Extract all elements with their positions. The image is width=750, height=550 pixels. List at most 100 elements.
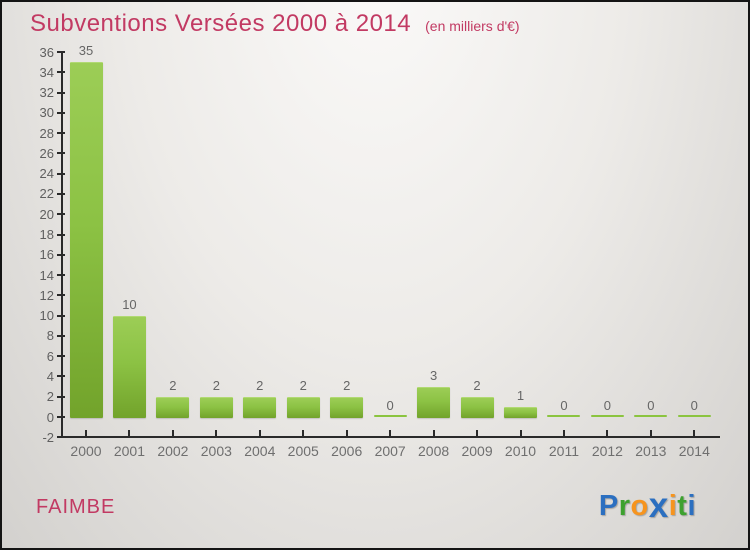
x-axis-tick-label: 2012 — [591, 443, 623, 460]
x-axis-tick-label: 2007 — [374, 443, 406, 460]
y-axis-tick-label: 12 — [39, 287, 54, 303]
y-axis-tick-label: 14 — [39, 267, 54, 283]
y-axis-tick — [57, 253, 65, 256]
x-axis-tick — [85, 430, 87, 438]
x-axis-tick-label: 2006 — [331, 443, 363, 460]
bar-value-label: 2 — [169, 377, 177, 393]
y-axis-tick-label: 18 — [39, 227, 54, 242]
bar-value-label: 10 — [122, 296, 137, 312]
y-axis-tick-label: 8 — [46, 328, 54, 344]
y-axis-tick-label: 28 — [39, 125, 54, 141]
x-axis-tick-label: 2002 — [157, 443, 189, 460]
x-axis-tick — [171, 430, 174, 438]
x-axis-tick — [345, 430, 348, 438]
y-axis-tick — [57, 132, 65, 135]
y-axis-tick-label: 24 — [39, 166, 54, 182]
y-axis-tick — [57, 416, 65, 418]
y-axis-tick-label: 30 — [39, 105, 54, 121]
x-axis-tick — [432, 430, 435, 438]
y-axis-tick — [57, 192, 65, 195]
y-axis-tick-label: 22 — [39, 186, 54, 202]
x-axis-tick — [519, 430, 522, 438]
bar — [156, 396, 190, 418]
logo-letter: i — [668, 490, 678, 522]
bar — [69, 62, 103, 418]
bar — [286, 396, 320, 418]
bar — [677, 414, 711, 417]
bar-value-label: 2 — [212, 377, 220, 393]
y-axis-tick — [57, 233, 65, 236]
bar-value-label: 3 — [429, 367, 438, 383]
y-axis-tick-label: 36 — [39, 44, 54, 60]
x-axis-tick — [606, 430, 609, 438]
x-axis-tick-label: 2011 — [548, 443, 579, 460]
logo-letter: o — [630, 490, 649, 522]
x-axis-tick — [258, 430, 261, 438]
bar — [547, 414, 581, 417]
bar — [243, 396, 277, 418]
y-axis-tick-label: -2 — [42, 429, 54, 445]
y-axis-line — [61, 52, 63, 438]
bar-value-label: 0 — [386, 398, 394, 413]
bar — [373, 414, 407, 417]
x-axis-tick-label: 2000 — [70, 443, 102, 460]
chart-title: Subventions Versées 2000 à 2014 — [30, 10, 412, 37]
y-axis-tick-label: 26 — [39, 145, 54, 161]
y-axis-tick-label: 6 — [46, 348, 54, 364]
x-axis-tick-label: 2005 — [287, 443, 319, 460]
y-axis-tick-label: 16 — [39, 247, 54, 263]
x-axis-tick — [476, 430, 479, 438]
bar — [199, 396, 233, 418]
y-axis-tick-label: 4 — [46, 368, 54, 384]
bar-value-label: 0 — [647, 398, 655, 413]
y-axis-tick — [57, 152, 65, 155]
bar — [330, 396, 364, 418]
y-axis-tick-label: 34 — [39, 64, 54, 80]
y-axis-tick-label: 2 — [46, 389, 54, 405]
y-axis-tick — [57, 274, 65, 277]
y-axis-tick — [57, 375, 65, 378]
y-axis-tick — [57, 172, 65, 175]
bar-value-label: 2 — [299, 377, 307, 393]
x-axis-line — [59, 436, 720, 439]
bar — [504, 406, 537, 418]
x-axis-tick-label: 2010 — [504, 443, 537, 460]
x-axis-tick-label: 2003 — [200, 443, 232, 460]
title-row: Subventions Versées 2000 à 2014 (en mill… — [30, 10, 520, 38]
y-axis-tick — [57, 51, 65, 53]
x-axis-tick-label: 2014 — [678, 443, 710, 460]
y-axis-tick-label: 20 — [39, 206, 54, 222]
logo-letter: i — [687, 490, 696, 522]
x-axis-tick — [649, 430, 652, 438]
y-axis-tick — [57, 91, 65, 94]
x-axis-tick — [302, 430, 305, 438]
y-axis-tick — [57, 294, 65, 297]
y-axis-tick-label: 0 — [46, 409, 54, 425]
x-axis-tick-label: 2004 — [244, 443, 276, 460]
proxiti-logo: Proxiti — [598, 486, 696, 525]
x-axis-tick — [128, 430, 131, 438]
x-axis-tick — [389, 430, 392, 438]
y-axis-tick — [57, 314, 65, 317]
y-axis-tick-label: 32 — [39, 85, 54, 101]
y-axis-tick — [57, 334, 65, 337]
bar-value-label: 2 — [343, 377, 351, 393]
bar-value-label: 2 — [256, 377, 264, 393]
y-axis-tick — [57, 213, 65, 216]
organization-name: FAIMBE — [36, 496, 116, 518]
y-axis-tick — [57, 355, 65, 358]
x-axis-tick — [562, 430, 565, 438]
bar — [590, 414, 624, 417]
bar-value-label: 2 — [473, 377, 481, 393]
bar-value-label: 35 — [78, 43, 94, 59]
bar — [460, 396, 494, 418]
y-axis-tick — [57, 71, 65, 74]
y-axis-tick — [57, 111, 65, 114]
bar-value-label: 1 — [516, 387, 525, 403]
bar — [112, 315, 146, 418]
bar-value-label: 0 — [690, 398, 698, 413]
x-axis-tick-label: 2013 — [635, 443, 667, 460]
logo-letter: r — [618, 490, 631, 522]
bar-value-label: 0 — [560, 398, 568, 413]
